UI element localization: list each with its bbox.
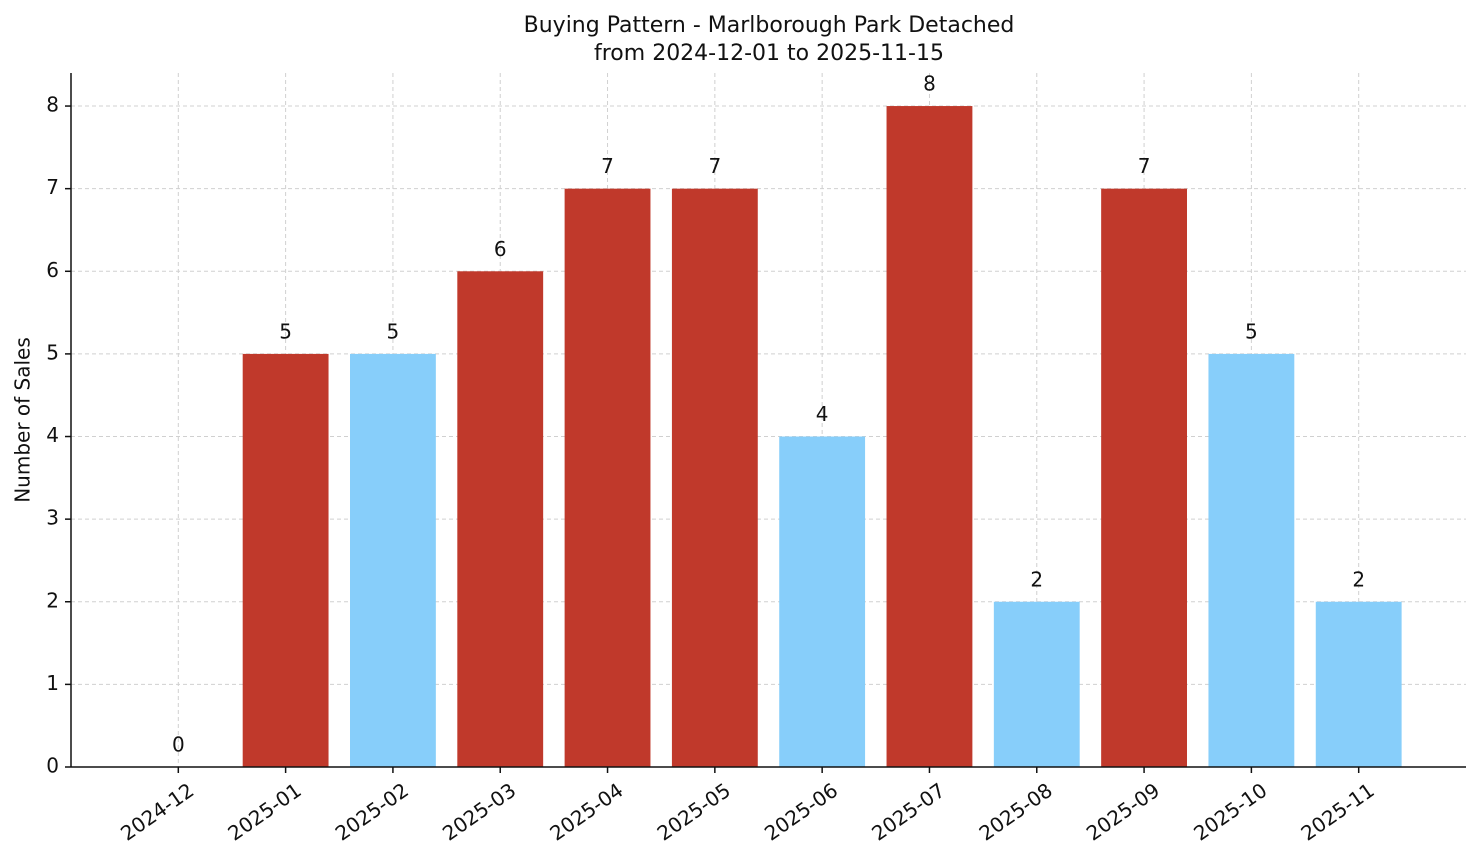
data-label: 8 [923, 72, 936, 96]
y-tick-label: 4 [46, 423, 59, 447]
bar [1315, 601, 1402, 767]
bar [564, 188, 651, 767]
x-tick-label: 2025-11 [1296, 778, 1378, 846]
x-tick-label: 2025-02 [331, 778, 413, 846]
bar [350, 353, 436, 767]
bar [671, 188, 758, 767]
data-label: 2 [1352, 567, 1365, 591]
bar [886, 106, 973, 768]
y-tick-label: 1 [46, 671, 59, 695]
x-tick-label: 2025-08 [975, 778, 1057, 846]
y-tick-label: 3 [46, 506, 59, 530]
y-tick-label: 6 [46, 258, 59, 282]
data-label: 4 [816, 402, 829, 426]
chart-title: Buying Pattern - Marlborough Park Detach… [524, 13, 1015, 38]
y-tick-label: 5 [46, 340, 59, 364]
x-tick-label: 2025-10 [1189, 778, 1271, 846]
bar [1101, 188, 1187, 767]
data-label: 6 [494, 237, 507, 261]
y-tick-label: 2 [46, 588, 59, 612]
bar [1208, 353, 1295, 767]
x-tick-label: 2025-03 [438, 778, 520, 846]
data-label: 7 [708, 154, 721, 178]
bar [779, 436, 866, 767]
x-tick-label: 2025-01 [223, 778, 305, 846]
data-label: 7 [601, 154, 614, 178]
bar [242, 353, 329, 767]
data-label: 0 [172, 733, 185, 757]
y-tick-label: 7 [46, 175, 59, 199]
data-label: 5 [279, 319, 292, 343]
data-label: 5 [1245, 319, 1258, 343]
x-tick-label: 2025-06 [760, 778, 842, 846]
chart-subtitle: from 2024-12-01 to 2025-11-15 [594, 41, 944, 66]
x-tick-label: 2025-07 [867, 778, 949, 846]
y-axis-label: Number of Sales [11, 337, 35, 503]
y-tick-label: 0 [46, 754, 59, 778]
bar [993, 601, 1080, 767]
y-tick-label: 8 [46, 93, 59, 117]
data-label: 5 [387, 319, 400, 343]
x-tick-label: 2025-09 [1082, 778, 1164, 846]
bar [457, 271, 544, 767]
x-tick-label: 2025-05 [653, 778, 735, 846]
x-tick-label: 2025-04 [545, 778, 627, 846]
x-tick-label: 2024-12 [116, 778, 198, 846]
data-label: 2 [1030, 567, 1043, 591]
data-label: 7 [1138, 154, 1151, 178]
